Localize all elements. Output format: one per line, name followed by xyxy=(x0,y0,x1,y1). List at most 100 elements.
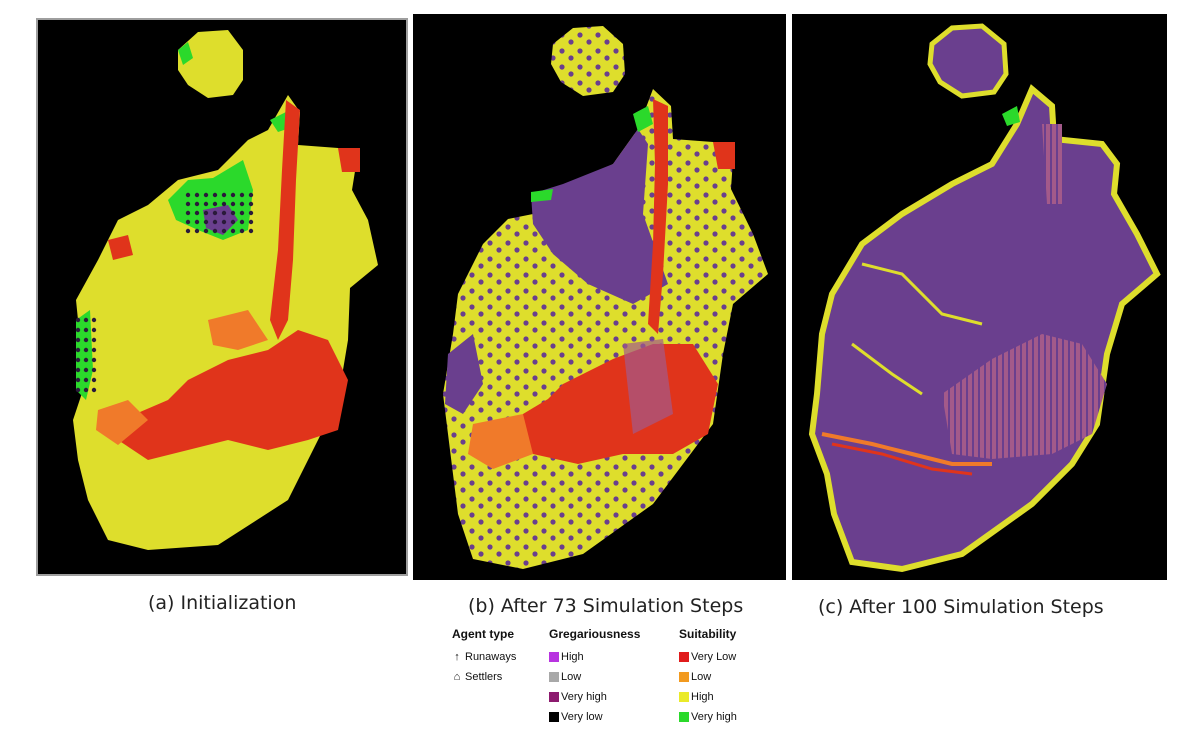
legend-item-greg-low: Low xyxy=(549,667,640,687)
very-high-suitability-neck xyxy=(1002,106,1020,126)
agent-marker xyxy=(75,387,81,393)
agent-marker xyxy=(203,201,209,207)
agent-marker xyxy=(83,357,89,363)
agent-marker xyxy=(221,228,227,234)
agent-marker xyxy=(75,317,81,323)
low-suitability-west xyxy=(96,400,148,445)
swatch-suit-very-low xyxy=(679,652,689,662)
agent-marker xyxy=(83,367,89,373)
mixed-agents-central xyxy=(942,334,1107,459)
swatch-greg-very-low xyxy=(549,712,559,722)
legend-label: Settlers xyxy=(465,671,503,683)
agent-marker xyxy=(75,337,81,343)
agent-marker xyxy=(194,219,200,225)
agent-marker xyxy=(185,201,191,207)
agent-marker xyxy=(185,210,191,216)
legend-label: Very high xyxy=(561,691,607,703)
agent-marker xyxy=(230,228,236,234)
agent-marker xyxy=(194,192,200,198)
island-north-blob xyxy=(927,23,1009,99)
high-suitability-trail-west xyxy=(851,342,923,396)
legend-label: Runaways xyxy=(465,651,517,663)
agent-marker xyxy=(203,228,209,234)
agent-marker xyxy=(83,327,89,333)
very-low-suitability-river xyxy=(648,99,668,334)
agent-marker xyxy=(248,219,254,225)
very-low-suitability-river xyxy=(270,100,300,340)
agent-marker xyxy=(212,219,218,225)
very-high-suitability-coast xyxy=(531,189,553,202)
agent-marker xyxy=(239,192,245,198)
agent-marker xyxy=(91,357,97,363)
swatch-greg-low xyxy=(549,672,559,682)
legend-item-greg-very-high: Very high xyxy=(549,687,640,707)
caption-step-100: (c) After 100 Simulation Steps xyxy=(818,596,1104,618)
low-suitability-west xyxy=(468,414,533,469)
legend-label: High xyxy=(691,691,714,703)
agent-marker xyxy=(75,347,81,353)
legend-suitability-title: Suitability xyxy=(679,627,737,641)
agent-marker xyxy=(91,317,97,323)
map-panel-step-100 xyxy=(792,14,1167,580)
agent-marker xyxy=(221,210,227,216)
agent-marker xyxy=(239,210,245,216)
swatch-suit-low xyxy=(679,672,689,682)
agent-marker xyxy=(75,327,81,333)
map-panel-initialization xyxy=(36,18,408,576)
agent-marker xyxy=(239,219,245,225)
very-high-suitability-west-coast xyxy=(76,310,93,400)
agent-marker xyxy=(230,201,236,207)
legend-agent-type-title: Agent type xyxy=(452,627,515,641)
legend-label: High xyxy=(561,651,584,663)
low-suitability-central xyxy=(208,310,268,350)
island-north-blob xyxy=(551,26,625,96)
agent-marker xyxy=(91,337,97,343)
occupied-north-region xyxy=(531,129,668,304)
very-low-suitability-band xyxy=(831,442,973,476)
agent-marker xyxy=(221,201,227,207)
agent-marker xyxy=(83,317,89,323)
agent-marker xyxy=(203,219,209,225)
agent-marker xyxy=(91,367,97,373)
swatch-suit-very-high xyxy=(679,712,689,722)
swatch-greg-high xyxy=(549,652,559,662)
agent-marker xyxy=(185,228,191,234)
agent-marker xyxy=(83,387,89,393)
very-low-suitability-west-patch xyxy=(108,235,133,260)
runaway-arrow-icon: ↑ xyxy=(454,651,460,663)
high-suitability-trail xyxy=(861,262,983,326)
legend-label: Very high xyxy=(691,711,737,723)
very-low-suitability-central xyxy=(118,330,348,460)
mixed-agents-region xyxy=(623,339,673,434)
legend-item-suit-high: High xyxy=(679,687,737,707)
agent-marker xyxy=(248,201,254,207)
legend-item-greg-very-low: Very low xyxy=(549,707,640,727)
agent-marker xyxy=(230,192,236,198)
occupied-west-region xyxy=(445,334,483,414)
legend-label: Low xyxy=(691,671,712,683)
agent-marker xyxy=(75,367,81,373)
legend-gregariousness: Gregariousness High Low Very high Very l… xyxy=(549,627,640,727)
agent-marker xyxy=(91,347,97,353)
legend-suitability: Suitability Very Low Low High Very high xyxy=(679,627,737,727)
agent-marker xyxy=(212,201,218,207)
occupied-bay-region xyxy=(203,205,238,235)
agent-marker xyxy=(194,210,200,216)
agent-marker xyxy=(239,201,245,207)
island-north-blob xyxy=(178,30,243,98)
caption-initialization: (a) Initialization xyxy=(148,592,297,614)
agent-marker xyxy=(221,219,227,225)
very-low-suitability-ne-patch xyxy=(338,148,360,172)
legend-item-greg-high: High xyxy=(549,647,640,667)
caption-step-73: (b) After 73 Simulation Steps xyxy=(468,595,744,617)
legend-agent-type: Agent type ↑ Runaways ⌂ Settlers xyxy=(452,627,516,687)
low-suitability-band xyxy=(821,432,992,466)
agent-marker xyxy=(248,192,254,198)
settler-house-icon: ⌂ xyxy=(453,671,461,683)
legend-item-suit-very-high: Very high xyxy=(679,707,737,727)
legend-label: Low xyxy=(561,671,582,683)
agent-marker xyxy=(91,387,97,393)
agent-marker xyxy=(185,192,191,198)
agent-marker xyxy=(239,228,245,234)
agent-marker xyxy=(75,377,81,383)
